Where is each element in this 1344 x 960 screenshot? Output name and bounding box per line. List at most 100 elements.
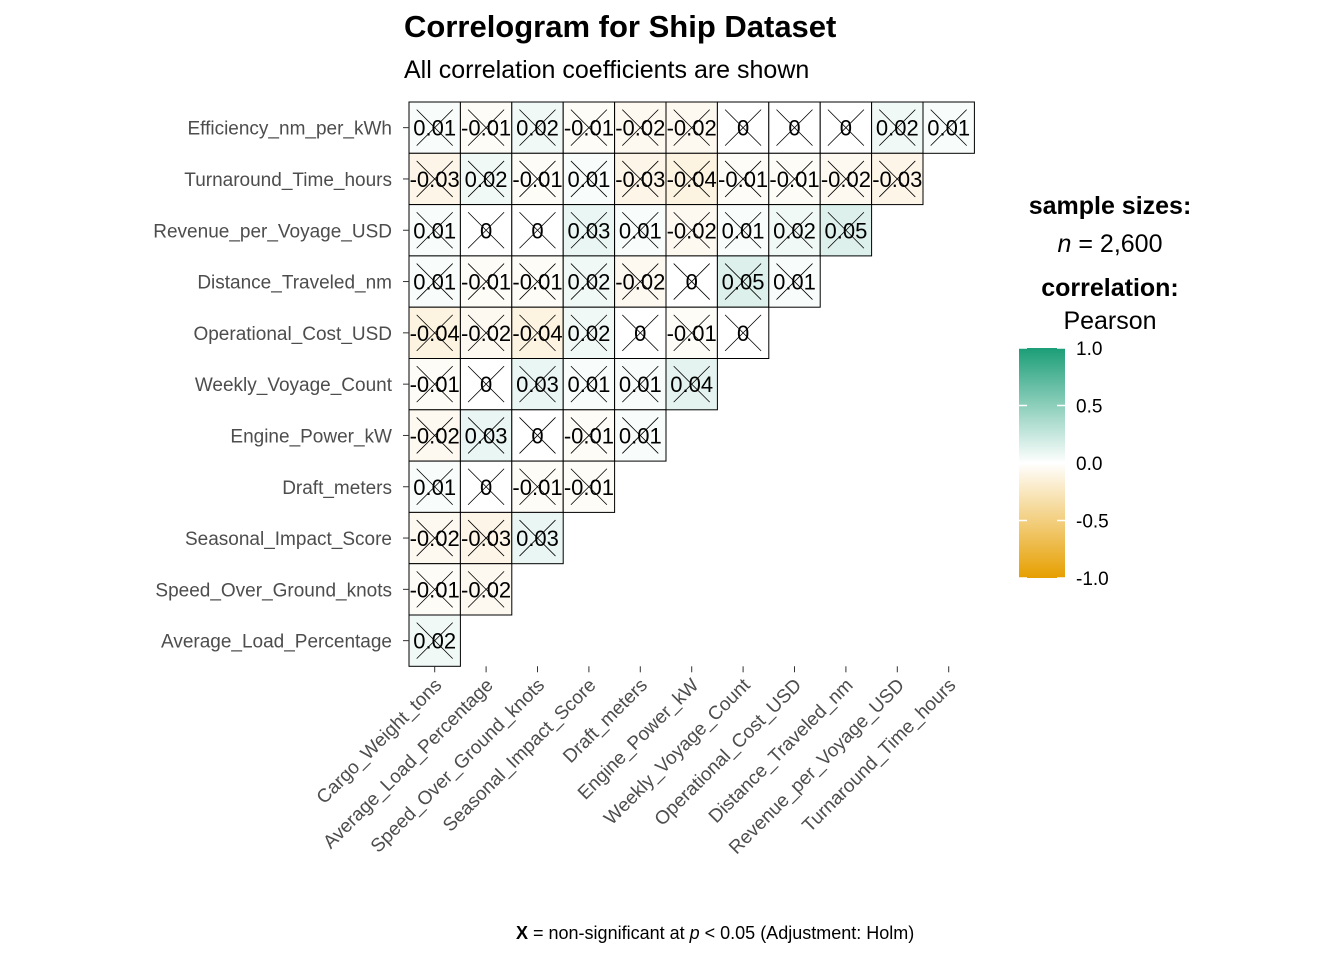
corr-value-label: 0.01 [773,270,816,295]
non-significant-cross [467,109,505,146]
y-tick-label: Revenue_per_Voyage_USD [153,221,392,242]
y-tick-label: Engine_Power_kW [230,426,392,447]
y-tick-label: Turnaround_Time_hours [184,170,392,191]
y-tick-label: Weekly_Voyage_Count [195,375,393,396]
non-significant-cross [416,365,453,403]
non-significant-cross [519,365,556,403]
non-significant-cross [622,365,659,403]
corr-value-label: -0.01 [564,423,614,448]
non-significant-cross [622,211,659,249]
corr-value-label: -0.03 [461,526,511,551]
corr-value-label: 0.01 [567,167,610,192]
corr-cell: -0.01 [562,409,616,462]
y-tick-label: Efficiency_nm_per_kWh [187,119,392,140]
corr-cell: 0.01 [614,358,667,411]
corr-value-label: 0.01 [413,475,456,500]
non-significant-cross [724,160,762,198]
non-significant-cross [416,211,453,249]
legend-n-label: n [1058,230,1072,258]
corr-cell: -0.04 [408,306,461,360]
non-significant-cross [622,263,659,300]
non-significant-cross [519,160,556,198]
y-tick-label: Draft_meters [282,478,392,499]
corr-cell: -0.02 [614,101,667,154]
non-significant-cross [776,263,813,300]
corr-value-label: -0.03 [410,167,460,192]
corr-cell: -0.01 [665,306,718,360]
non-significant-cross [570,211,608,249]
corr-value-label: -0.02 [461,321,511,346]
non-significant-cross [570,263,608,300]
non-significant-cross [673,263,710,300]
corr-cell: 0 [716,101,770,154]
corr-cell: -0.02 [408,409,461,462]
non-significant-cross [467,571,505,608]
non-significant-cross [827,160,865,198]
non-significant-cross [827,211,865,249]
non-significant-cross [827,109,865,146]
corr-cell: 0.03 [562,204,616,257]
corr-value-label: 0.02 [773,218,816,243]
corr-cell: -0.03 [871,152,924,206]
x-axis-labels: Cargo_Weight_tonsAverage_Load_Percentage… [313,666,960,859]
non-significant-cross [776,109,813,146]
corr-value-label: -0.02 [615,270,665,295]
non-significant-cross [467,314,505,352]
corr-value-label: -0.01 [512,270,562,295]
corr-cell: -0.01 [459,255,513,308]
corr-cell: 0.03 [511,511,564,565]
corr-value-label: 0.03 [465,423,508,448]
y-tick-label: Average_Load_Percentage [161,632,392,653]
corr-value-label: -0.01 [718,167,768,192]
y-tick-label: Operational_Cost_USD [193,324,392,345]
caption: X = non-significant at p < 0.05 (Adjustm… [516,923,914,943]
y-axis-labels: Efficiency_nm_per_kWh Turnaround_Time_hou… [153,119,409,653]
non-significant-cross [879,109,916,146]
y-tick-label: Speed_Over_Ground_knots [155,580,392,601]
corr-cell: 0.03 [459,409,513,462]
corr-value-label: 0.03 [516,372,559,397]
corr-cell: -0.03 [408,152,461,206]
corr-value-label: 0 [531,218,543,243]
corr-cell: 0 [459,204,513,257]
corr-value-label: -0.02 [461,577,511,602]
corr-cell: 0 [614,306,667,360]
non-significant-cross [570,160,608,198]
corr-value-label: -0.01 [512,475,562,500]
corr-value-label: 0 [480,475,492,500]
non-significant-cross [776,160,813,198]
corr-cell: 0 [665,255,718,308]
corr-value-label: 0.01 [567,372,610,397]
corr-cell: -0.02 [665,101,718,154]
non-significant-cross [467,365,505,403]
corr-value-label: -0.02 [410,423,460,448]
corr-value-label: -0.01 [461,270,511,295]
correlation-grid: 0.01 -0.01 0.02 -0.01 -0.02 -0.02 0 0 0 0.02 0.01-… [408,101,975,667]
corr-value-label: -0.04 [667,167,717,192]
non-significant-cross [570,314,608,352]
corr-value-label: 0 [531,423,543,448]
non-significant-cross [570,468,608,506]
non-significant-cross [519,314,556,352]
non-significant-cross [416,622,453,659]
non-significant-cross [570,365,608,403]
corr-value-label: -0.02 [821,167,871,192]
non-significant-cross [519,468,556,506]
non-significant-cross [467,211,505,249]
corr-value-label: 0.01 [927,116,970,141]
corr-value-label: 0 [480,218,492,243]
non-significant-cross [519,109,556,146]
non-significant-cross [467,160,505,198]
corr-cell: 0.01 [408,101,461,154]
legend-tick-label: 0.5 [1076,397,1102,418]
non-significant-cross [570,109,608,146]
legend-sample-heading: sample sizes: [1029,192,1192,220]
non-significant-cross [467,468,505,506]
corr-value-label: 0 [634,321,646,346]
corr-value-label: 0.05 [722,270,765,295]
corr-cell: -0.01 [459,101,513,154]
corr-cell: 0 [511,204,564,257]
corr-value-label: 0 [480,372,492,397]
corr-value-label: 0.01 [722,218,765,243]
corr-cell: 0.02 [511,101,564,154]
